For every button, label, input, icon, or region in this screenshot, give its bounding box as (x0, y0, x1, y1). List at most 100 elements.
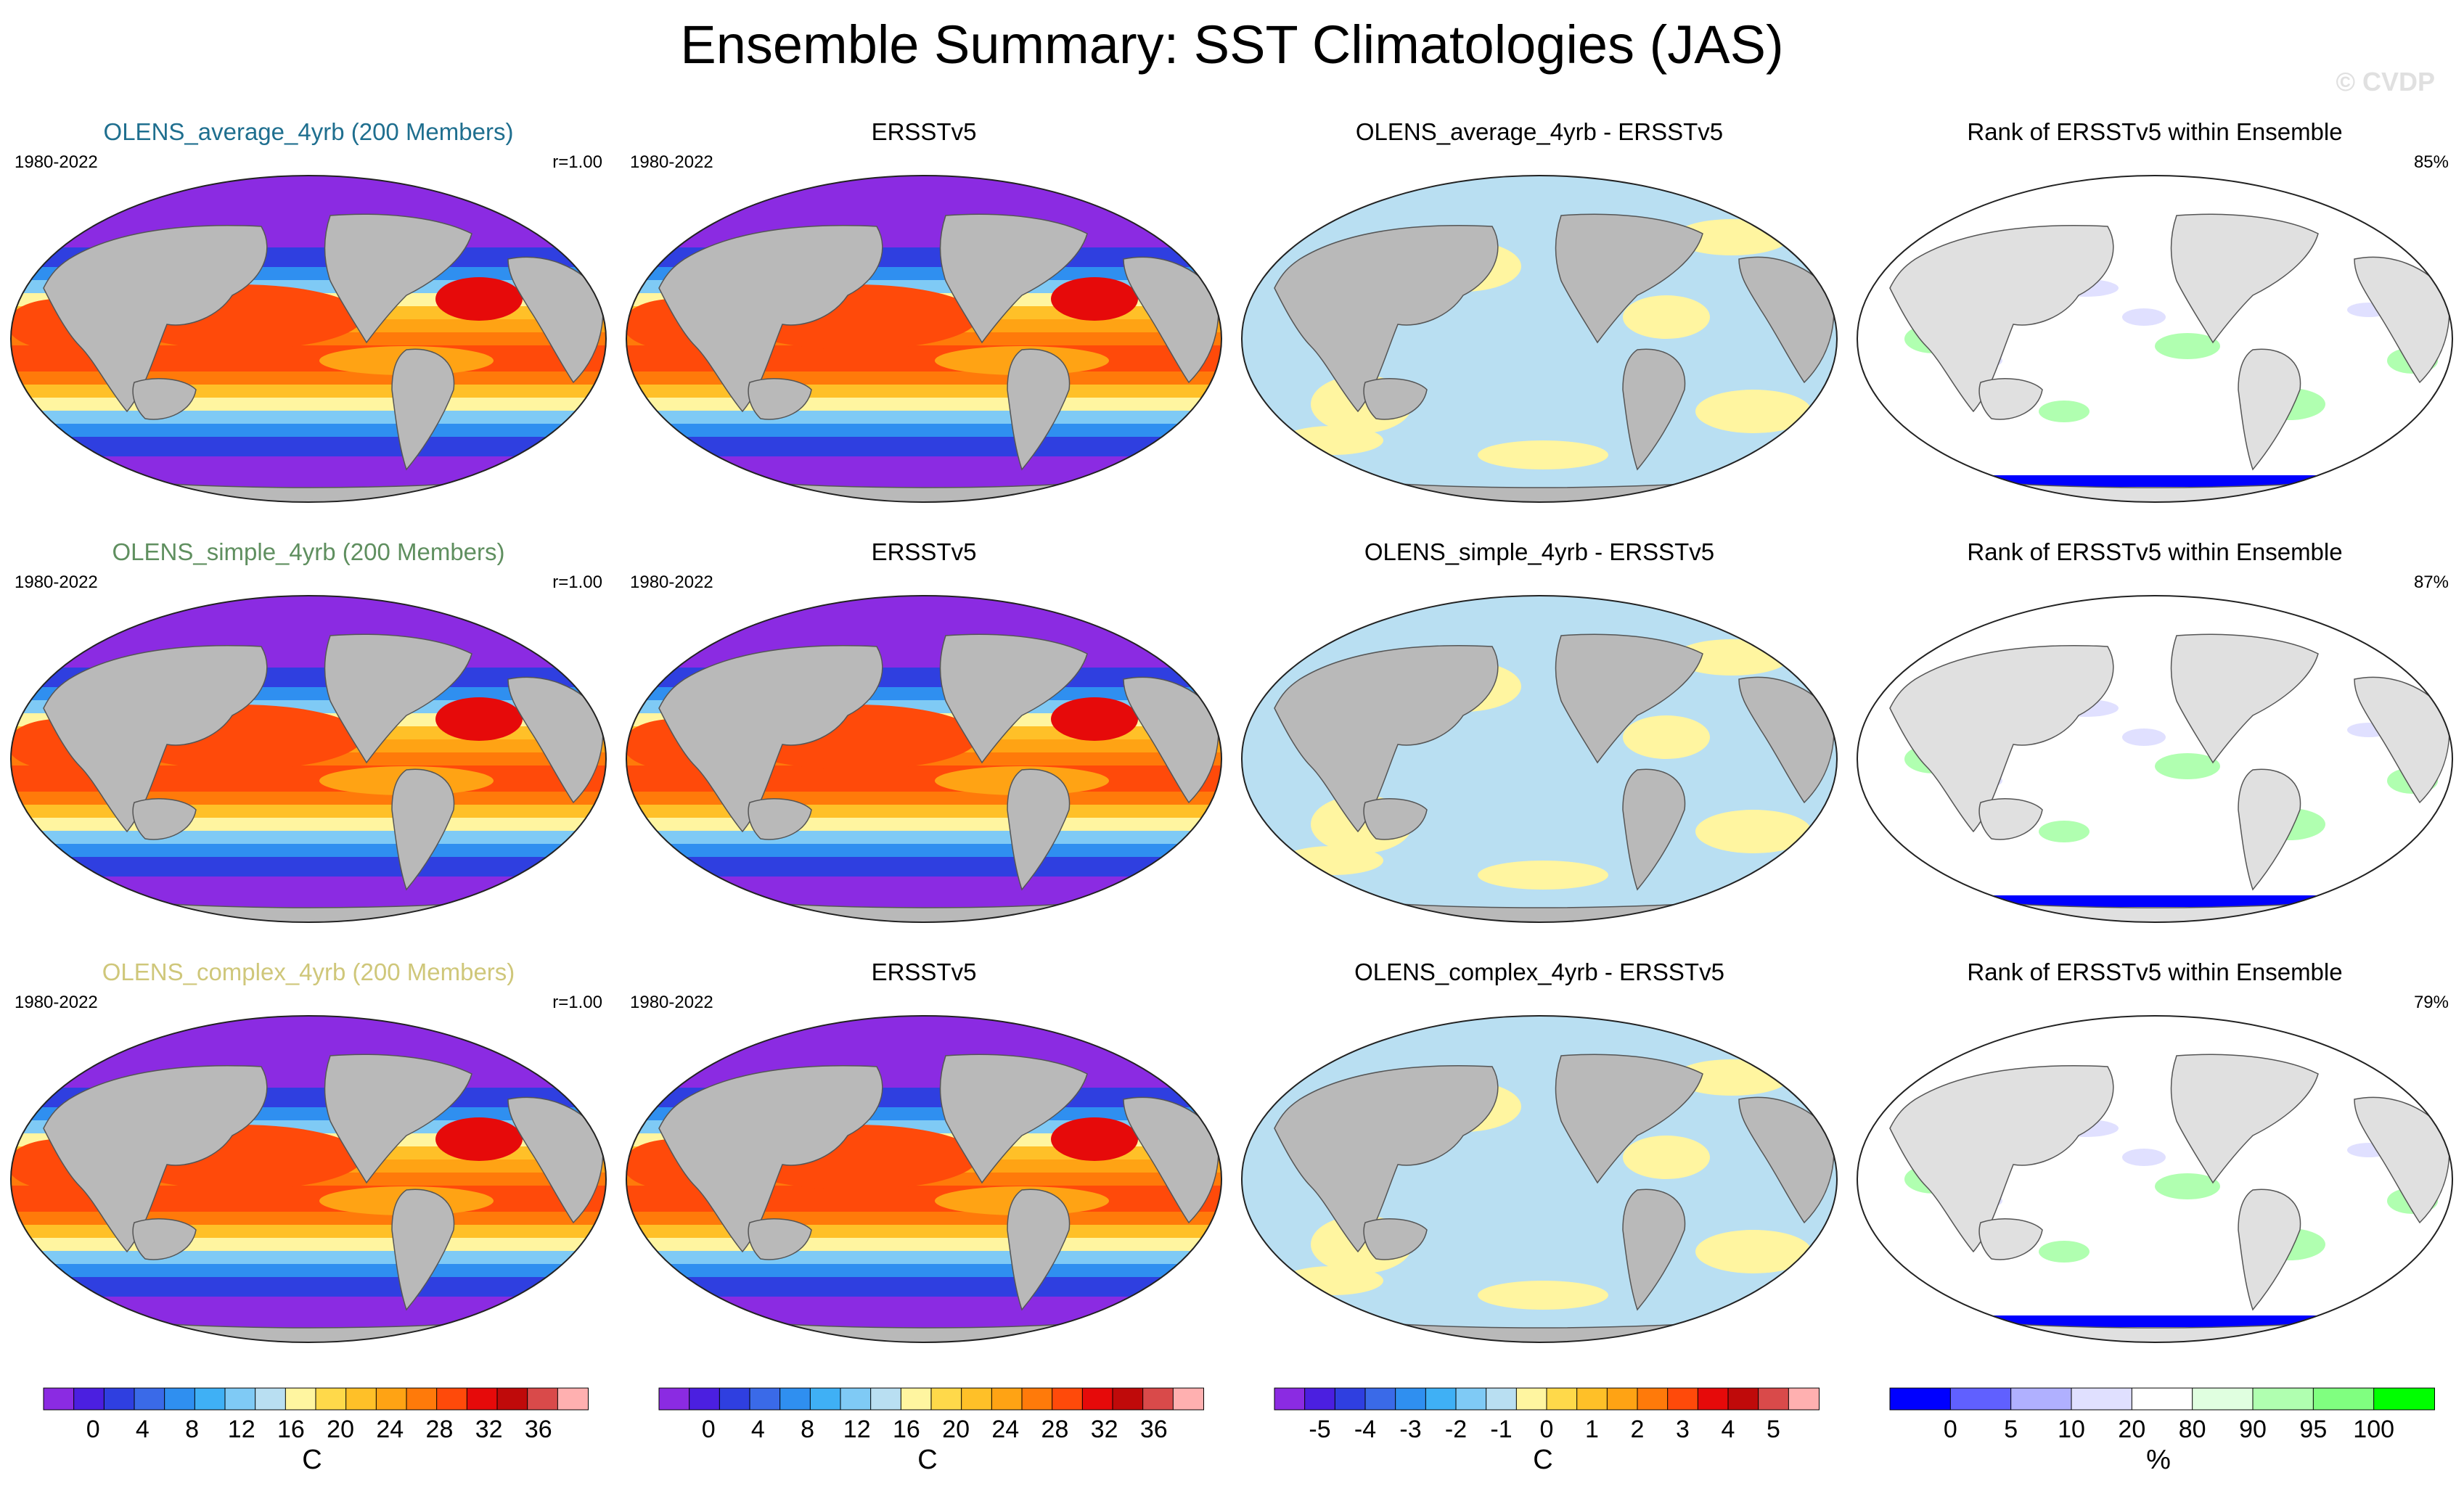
panel-title: Rank of ERSSTv5 within Ensemble (1967, 118, 2343, 145)
panel-title: OLENS_complex_4yrb (200 Members) (102, 958, 515, 985)
colorbar-swatch (689, 1387, 721, 1411)
colorbar-swatch (134, 1387, 165, 1411)
land-mask (1978, 1218, 2043, 1260)
panel-title: OLENS_simple_4yrb (200 Members) (112, 538, 505, 565)
sst-band (626, 818, 1221, 832)
sst-band (11, 1277, 606, 1297)
sst-band (626, 1238, 1221, 1252)
colorbar-tick-label: 32 (1090, 1416, 1118, 1443)
colorbar-svg (1274, 1387, 1820, 1411)
land-mask (1889, 1065, 2114, 1253)
land-mask (1123, 256, 1219, 384)
map-border (1241, 175, 1838, 503)
land-mask (1123, 676, 1219, 804)
land-mask (748, 378, 812, 420)
map-border (626, 1015, 1222, 1343)
colorbar-swatch (43, 1387, 75, 1411)
sst-band (11, 372, 606, 385)
sst-band (11, 805, 606, 818)
sst-band (11, 844, 606, 858)
colorbar-swatch (1788, 1387, 1820, 1411)
high-rank-contour (2155, 1173, 2220, 1199)
land-mask (324, 1054, 472, 1184)
colorbar-swatch (1425, 1387, 1457, 1411)
land-mask (1555, 213, 1703, 344)
map-border (1241, 595, 1838, 923)
correlation-label: r=1.00 (552, 152, 602, 172)
land-mask (132, 1218, 197, 1260)
colorbar-swatch (1606, 1387, 1638, 1411)
panel-title: Rank of ERSSTv5 within Ensemble (1967, 958, 2343, 985)
figure-title: Ensemble Summary: SST Climatologies (JAS… (680, 15, 1784, 75)
panel-title: OLENS_average_4yrb - ERSSTv5 (1355, 118, 1724, 145)
colorbar-swatch (1334, 1387, 1366, 1411)
warm-pool-contour (1051, 1117, 1138, 1161)
land-mask (1738, 676, 1835, 804)
colorbar-tick-label: 8 (801, 1416, 814, 1443)
colorbar-swatch (809, 1387, 842, 1411)
colorbar-sst-1: 0 4 8 12 16 20 24 28 32 36 C (0, 1382, 617, 1484)
land-mask (2354, 256, 2450, 384)
colorbar-tick-label: 28 (1041, 1416, 1069, 1443)
sst-band (11, 1238, 606, 1252)
positive-difference-contour (1695, 810, 1812, 853)
panel-ensemble-r1: OLENS_simple_4yrb (200 Members) 1980-202… (0, 538, 617, 951)
sst-band (626, 385, 1221, 398)
land-mask (1123, 1096, 1219, 1224)
sst-band (11, 831, 606, 845)
correlation-label: r=1.00 (552, 993, 602, 1012)
colorbar-swatch (1486, 1387, 1518, 1411)
land-mask (2354, 676, 2450, 804)
antarctic-low-rank-band (1941, 895, 2376, 907)
sst-band (626, 857, 1221, 877)
sst-band (626, 1264, 1221, 1278)
colorbar-tick-label: 24 (376, 1416, 404, 1443)
colorbar-difference: -5 -4 -3 -2 -1 0 1 2 3 4 5 C (1231, 1382, 1848, 1484)
sst-band (11, 385, 606, 398)
panel-difference-r1: OLENS_simple_4yrb - ERSSTv5 (1231, 538, 1848, 951)
low-rank-contour (1890, 1288, 1933, 1298)
positive-difference-contour (1695, 1230, 1812, 1273)
colorbar-swatch (1667, 1387, 1699, 1411)
map-layer (11, 596, 606, 922)
low-rank-contour (2122, 1149, 2166, 1166)
warm-pool-contour (435, 697, 523, 741)
colorbar-swatch (1576, 1387, 1608, 1411)
positive-difference-contour (1478, 1281, 1608, 1310)
sst-band (11, 398, 606, 411)
land-mask (1622, 348, 1686, 471)
sst-band (626, 1016, 1221, 1088)
colorbar-swatch (255, 1387, 287, 1411)
colorbar-tick-label: 100 (2353, 1416, 2395, 1443)
cvdp-watermark: © CVDP (2336, 67, 2435, 97)
sst-band (626, 1212, 1221, 1226)
warm-pool-contour (435, 277, 523, 321)
sst-band (626, 831, 1221, 845)
colorbar-swatch (1949, 1387, 2012, 1411)
colorbar-swatch (991, 1387, 1023, 1411)
colorbar-tick-label: 10 (2058, 1416, 2085, 1443)
sst-band (626, 398, 1221, 411)
difference-map (1241, 595, 1838, 923)
panel-title: ERSSTv5 (871, 538, 977, 565)
land-mask (2170, 1054, 2319, 1184)
colorbar-swatch (779, 1387, 811, 1411)
colorbar-swatch (1758, 1387, 1790, 1411)
sst-band (626, 437, 1221, 457)
map-border (1857, 595, 2453, 923)
colorbar-rank: 0 5 10 20 80 90 95 100% (1846, 1382, 2463, 1484)
positive-difference-contour (1623, 295, 1710, 339)
colorbar-tick-label: 3 (1676, 1416, 1690, 1443)
colorbar-swatch (1727, 1387, 1759, 1411)
period-label: 1980-2022 (15, 572, 98, 592)
colorbar-tick-label: 80 (2178, 1416, 2206, 1443)
land-mask (1363, 1218, 1428, 1260)
colorbar-tick-label: -4 (1354, 1416, 1377, 1443)
positive-difference-contour (1623, 715, 1710, 759)
rank-map (1857, 1015, 2453, 1343)
colorbar-swatch (1515, 1387, 1548, 1411)
colorbar-swatch (436, 1387, 468, 1411)
rank-percent: 85% (2413, 152, 2449, 172)
period-label: 1980-2022 (630, 572, 713, 592)
high-rank-contour (2155, 753, 2220, 779)
